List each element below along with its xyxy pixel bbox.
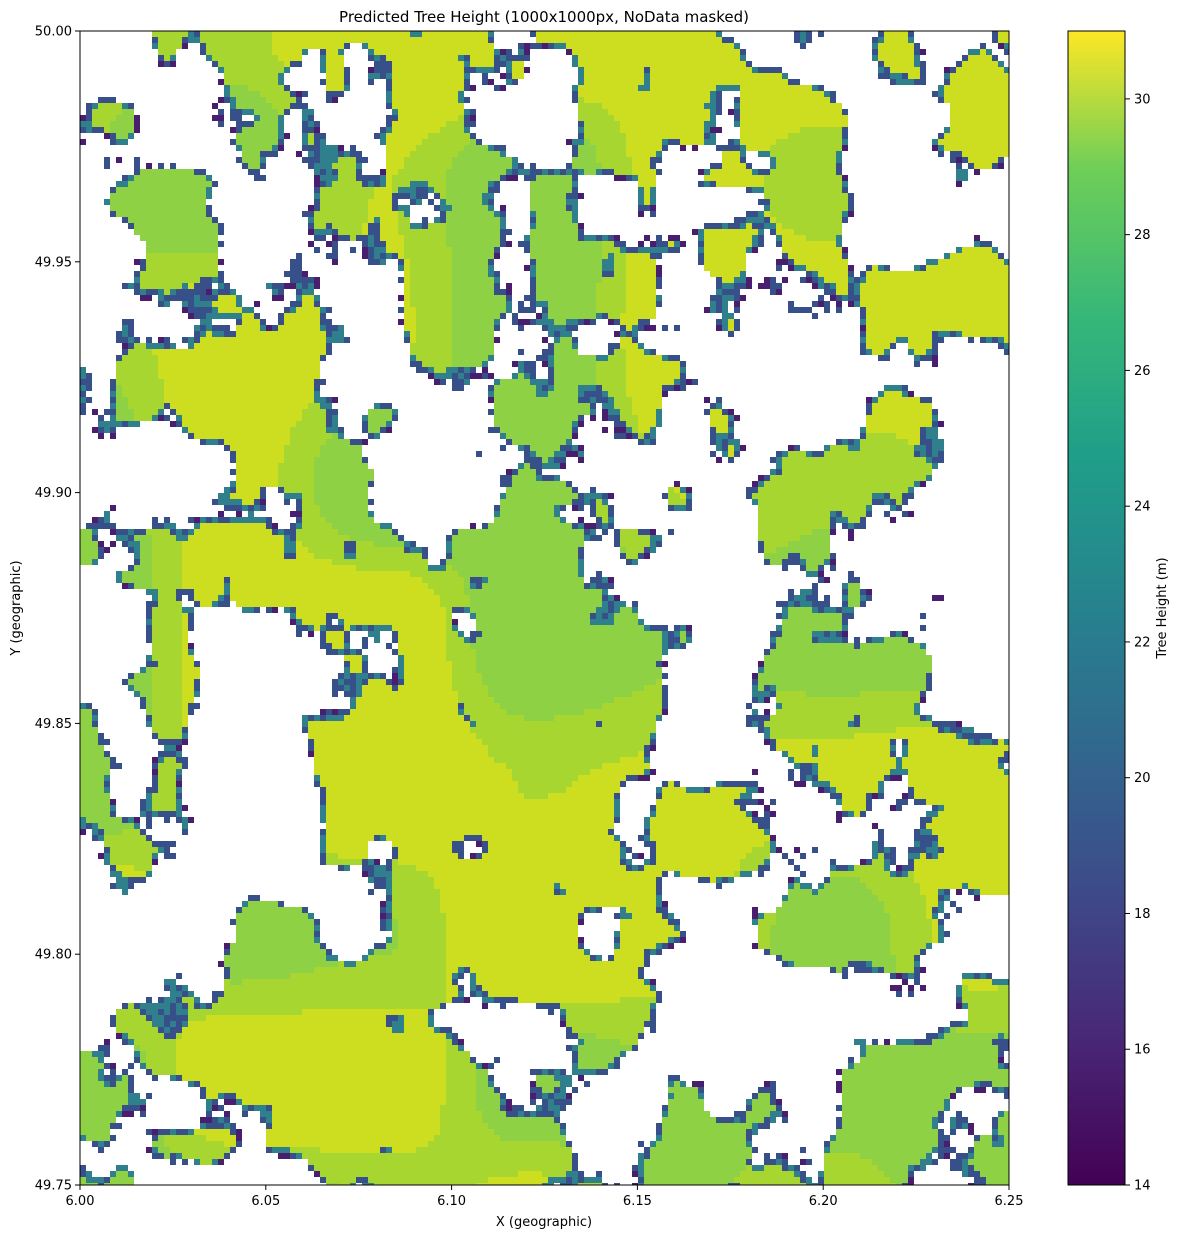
chart-title: Predicted Tree Height (1000x1000px, NoDa…: [339, 8, 749, 26]
x-tick-label: 6.05: [251, 1194, 280, 1209]
y-axis: 49.75 49.80 49.85 49.90 49.95 50.00: [35, 25, 80, 1194]
colorbar-label: Tree Height (m): [1155, 557, 1170, 659]
colorbar-tick-label: 26: [1134, 364, 1151, 379]
x-tick-label: 6.10: [437, 1194, 466, 1209]
colorbar-tick-label: 24: [1134, 500, 1151, 515]
x-tick-label: 6.15: [623, 1194, 652, 1209]
y-tick-label: 49.95: [35, 255, 72, 270]
colorbar: [1067, 30, 1126, 1186]
x-tick-label: 6.20: [809, 1194, 838, 1209]
x-tick-label: 6.00: [66, 1194, 95, 1209]
tree-height-raster: [80, 31, 1009, 1185]
colorbar-tick-label: 28: [1134, 228, 1151, 243]
y-tick-label: 49.75: [35, 1179, 72, 1194]
colorbar-tick-label: 22: [1134, 635, 1151, 650]
colorbar-tick-label: 18: [1134, 907, 1151, 922]
x-axis: 6.00 6.05 6.10 6.15 6.20 6.25: [66, 1185, 1024, 1209]
y-tick-label: 49.80: [35, 948, 72, 963]
y-tick-label: 49.85: [35, 717, 72, 732]
colorbar-tick-label: 20: [1134, 771, 1151, 786]
colorbar-tick-label: 30: [1134, 92, 1151, 107]
colorbar-tick-label: 14: [1134, 1179, 1151, 1194]
y-tick-label: 49.90: [35, 486, 72, 501]
x-tick-label: 6.25: [995, 1194, 1024, 1209]
y-tick-label: 50.00: [35, 25, 72, 40]
x-axis-label: X (geographic): [496, 1215, 592, 1230]
colorbar-ticks: 14 16 18 20 22 24 26 28 30: [1125, 92, 1151, 1194]
plot-frame: [79, 30, 1010, 1186]
colorbar-tick-label: 16: [1134, 1043, 1151, 1058]
y-axis-label: Y (geographic): [9, 560, 24, 656]
